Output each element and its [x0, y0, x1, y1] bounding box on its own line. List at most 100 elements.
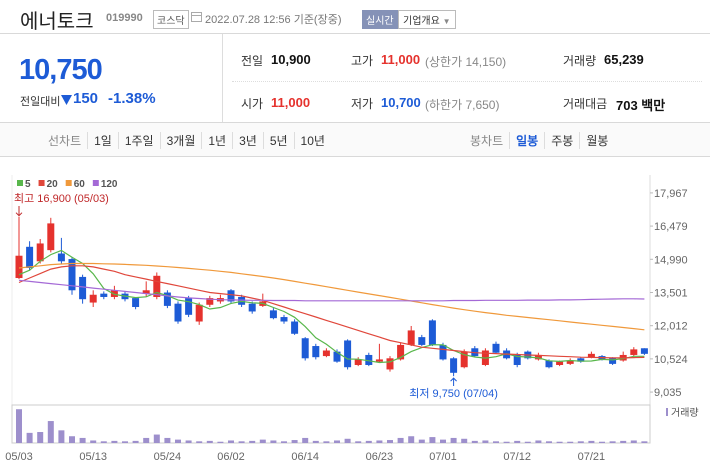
- x-tick-label: 06/23: [366, 451, 394, 463]
- volume-bar: [143, 437, 150, 443]
- candle-period-tab[interactable]: 주봉: [544, 132, 579, 149]
- company-info-button[interactable]: 기업개요 ▼: [398, 10, 456, 29]
- candle-body: [142, 290, 150, 294]
- ma-line: [18, 279, 645, 302]
- legend-label: 거래량: [671, 407, 699, 419]
- low-annotation: 최저 9,750 (07/04): [409, 387, 498, 400]
- x-tick-label: 07/12: [503, 451, 531, 463]
- volume-bar: [567, 441, 574, 443]
- y-tick-label: 17,967: [654, 188, 688, 200]
- period-tab[interactable]: 3개월: [159, 132, 202, 149]
- volume-bar: [291, 440, 298, 443]
- candle-body: [185, 298, 193, 315]
- quote-label: 고가: [351, 54, 374, 68]
- quote-label: 전일: [241, 54, 264, 68]
- candle-body: [68, 259, 76, 291]
- volume-bar: [228, 440, 234, 443]
- change-rate: -1.38%: [108, 90, 156, 107]
- volume-bar: [355, 441, 362, 443]
- volume-frame: [11, 404, 651, 444]
- candle-body: [227, 290, 235, 302]
- volume-bar: [16, 409, 22, 443]
- volume-bar: [482, 440, 489, 443]
- candle-body: [397, 344, 405, 360]
- candle-body: [322, 350, 330, 357]
- candle-period-tab[interactable]: 월봉: [579, 132, 614, 149]
- volume-bar: [90, 440, 97, 443]
- candle-body: [577, 358, 585, 362]
- x-tick-label: 07/01: [429, 451, 457, 463]
- candle-body: [163, 292, 171, 306]
- quote-value: 65,239: [604, 52, 644, 67]
- y-tick-label: 14,990: [654, 254, 688, 266]
- legend-swatch: [65, 180, 72, 186]
- candle-body: [513, 354, 521, 365]
- candle-body: [89, 294, 97, 303]
- quote-label: 저가: [351, 97, 374, 111]
- down-triangle: [61, 95, 72, 105]
- candle-body: [354, 359, 362, 365]
- tab-heading: 선차트: [48, 134, 82, 148]
- volume-bar: [259, 439, 266, 443]
- quote-note: (하한가 7,650): [425, 98, 500, 112]
- candle-body: [153, 275, 161, 297]
- volume-bar: [577, 441, 584, 443]
- candle-body: [640, 348, 648, 354]
- candle-body: [132, 298, 140, 308]
- divider: [222, 34, 223, 122]
- volume-bar: [440, 439, 446, 443]
- quote-label: 거래량: [563, 54, 597, 68]
- timestamp: 2022.07.28 12:56 기준(장중): [205, 14, 342, 26]
- volume-bar: [609, 441, 616, 443]
- x-tick-label: 07/21: [578, 451, 606, 463]
- candle-body: [100, 293, 108, 297]
- volume-bar: [153, 434, 160, 443]
- quote-value: 11,000: [381, 52, 421, 67]
- period-tab[interactable]: 10년: [293, 132, 331, 149]
- volume-bar: [281, 441, 287, 443]
- candle-body: [195, 304, 203, 322]
- tab-heading: 봉차트: [470, 134, 504, 148]
- period-tab[interactable]: 1일: [87, 132, 118, 149]
- stock-name: 에너토크: [20, 11, 94, 33]
- legend-label: 20: [47, 179, 59, 190]
- candle-body: [301, 338, 309, 359]
- quote-value: 10,900: [271, 52, 311, 67]
- volume-bar: [493, 441, 499, 443]
- candle-period-tab[interactable]: 일봉: [509, 132, 544, 149]
- ma-line: [18, 265, 645, 359]
- volume-bar: [450, 437, 457, 443]
- period-tab[interactable]: 1주일: [117, 132, 160, 149]
- candle-body: [36, 243, 44, 262]
- volume-bar: [471, 440, 478, 443]
- volume-bar: [238, 441, 245, 443]
- ma-line: [18, 249, 645, 364]
- ma-line: [18, 262, 645, 331]
- volume-bar: [387, 440, 393, 443]
- candle-body: [428, 320, 436, 345]
- legend-label: 5: [25, 179, 31, 190]
- volume-bar: [58, 430, 65, 443]
- volume-bar: [503, 441, 510, 443]
- volume-bar: [514, 440, 521, 443]
- volume-bar: [100, 441, 107, 443]
- period-tab[interactable]: 5년: [262, 132, 294, 149]
- candle-body: [206, 298, 214, 305]
- period-tab[interactable]: 1년: [201, 132, 232, 149]
- volume-bar: [26, 432, 33, 443]
- legend-swatch: [17, 180, 23, 186]
- candle-body: [450, 358, 458, 373]
- volume-bar: [641, 441, 648, 443]
- volume-bar: [546, 441, 552, 443]
- y-tick-label: 10,524: [654, 354, 688, 366]
- volume-bar: [376, 440, 383, 443]
- volume-bar: [270, 440, 277, 443]
- x-tick-label: 05/24: [154, 451, 182, 463]
- candle-body: [333, 351, 341, 362]
- volume-bar: [620, 440, 627, 443]
- period-tab[interactable]: 3년: [232, 132, 263, 149]
- legend-label: 120: [101, 179, 118, 190]
- current-price: 10,750: [19, 54, 103, 86]
- candle-body: [460, 351, 468, 368]
